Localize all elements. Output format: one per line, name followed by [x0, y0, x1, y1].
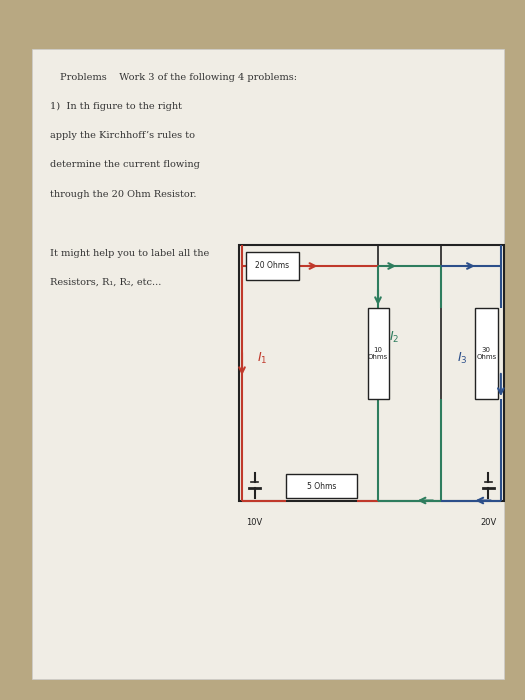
Text: 10
Ohms: 10 Ohms: [368, 347, 388, 360]
Bar: [475, 308, 498, 399]
Text: $I_2$: $I_2$: [388, 330, 399, 345]
Bar: [246, 252, 299, 280]
Text: $I_1$: $I_1$: [257, 351, 268, 366]
Text: It might help you to label all the: It might help you to label all the: [50, 248, 209, 258]
Text: $I_3$: $I_3$: [457, 351, 467, 366]
Bar: [239, 245, 504, 500]
Text: Resistors, R₁, R₂, etc...: Resistors, R₁, R₂, etc...: [50, 278, 161, 287]
Text: apply the Kirchhoff’s rules to: apply the Kirchhoff’s rules to: [50, 131, 195, 140]
Text: 20V: 20V: [480, 518, 496, 527]
Text: 1)  In th figure to the right: 1) In th figure to the right: [50, 102, 182, 111]
Text: 5 Ohms: 5 Ohms: [307, 482, 336, 491]
Text: Problems    Work 3 of the following 4 problems:: Problems Work 3 of the following 4 probl…: [60, 74, 297, 83]
Bar: [286, 474, 357, 498]
Text: 30
Ohms: 30 Ohms: [476, 347, 497, 360]
Text: through the 20 Ohm Resistor.: through the 20 Ohm Resistor.: [50, 190, 196, 199]
Text: determine the current flowing: determine the current flowing: [50, 160, 200, 169]
Text: 20 Ohms: 20 Ohms: [256, 262, 290, 270]
Text: 10V: 10V: [247, 518, 262, 527]
Bar: [368, 308, 388, 399]
